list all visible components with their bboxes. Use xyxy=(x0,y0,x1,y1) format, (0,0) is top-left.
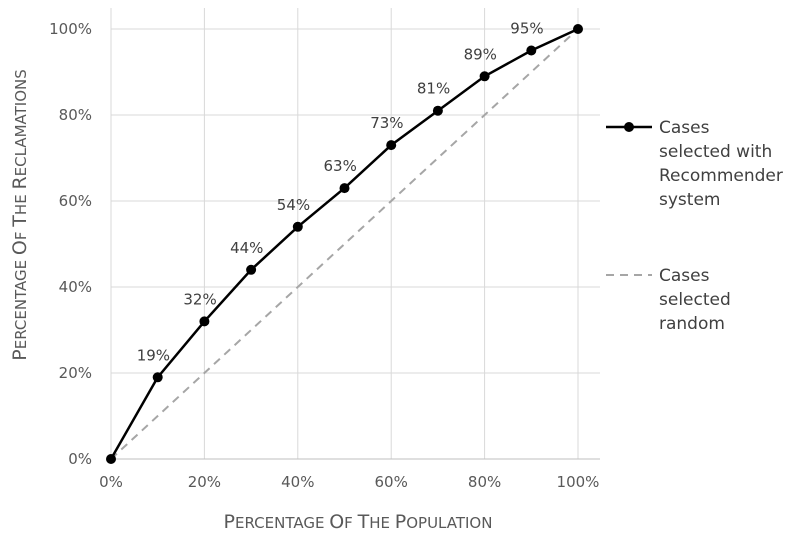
data-label: 54% xyxy=(277,196,310,214)
y-tick-label: 80% xyxy=(59,106,92,124)
x-tick-label: 80% xyxy=(468,473,501,491)
data-label: 44% xyxy=(230,239,263,257)
data-point xyxy=(339,183,350,194)
data-point xyxy=(526,45,537,56)
data-point xyxy=(246,264,257,275)
data-point xyxy=(432,105,443,116)
x-tick-label: 60% xyxy=(375,473,408,491)
legend-marker xyxy=(624,122,634,132)
y-tick-label: 40% xyxy=(59,278,92,296)
y-tick-label: 60% xyxy=(59,192,92,210)
y-tick-label: 20% xyxy=(59,364,92,382)
data-label: 32% xyxy=(183,290,216,308)
data-point xyxy=(386,140,397,151)
legend: Cases selected with Recommender system Cases… xyxy=(606,118,783,334)
series-lines xyxy=(106,24,583,464)
x-tick-label: 0% xyxy=(99,473,123,491)
data-point xyxy=(573,24,583,34)
data-label: 19% xyxy=(137,346,170,364)
x-axis-ticks: 0% 20% 40% 60% 80% 100% xyxy=(99,473,599,491)
data-point xyxy=(152,372,163,383)
y-axis-title: PERCENTAGE OF THE RECLAMATIONS xyxy=(9,69,31,361)
series-line xyxy=(110,28,579,460)
data-point xyxy=(292,221,303,232)
x-axis-title: PERCENTAGE OF THE POPULATION xyxy=(224,511,493,533)
data-label: 89% xyxy=(464,45,497,63)
data-label: 95% xyxy=(510,20,543,38)
gridlines xyxy=(110,8,600,460)
x-tick-label: 20% xyxy=(188,473,221,491)
data-label: 81% xyxy=(417,80,450,98)
data-point xyxy=(106,454,116,464)
x-tick-label: 40% xyxy=(281,473,314,491)
data-label: 73% xyxy=(370,114,403,132)
data-label: 63% xyxy=(324,157,357,175)
data-point xyxy=(199,316,210,327)
legend-entry: Cases selected with Recommender system xyxy=(659,118,783,210)
x-tick-label: 100% xyxy=(557,473,600,491)
legend-entry: Cases selected random xyxy=(659,266,731,334)
y-axis-ticks: 0% 20% 40% 60% 80% 100% xyxy=(49,20,92,468)
data-labels: 19% 32% 44% 54% 63% 73% 81% 89% 95% xyxy=(137,20,544,365)
y-tick-label: 0% xyxy=(68,450,92,468)
y-tick-label: 100% xyxy=(49,20,92,38)
data-point xyxy=(479,71,490,82)
